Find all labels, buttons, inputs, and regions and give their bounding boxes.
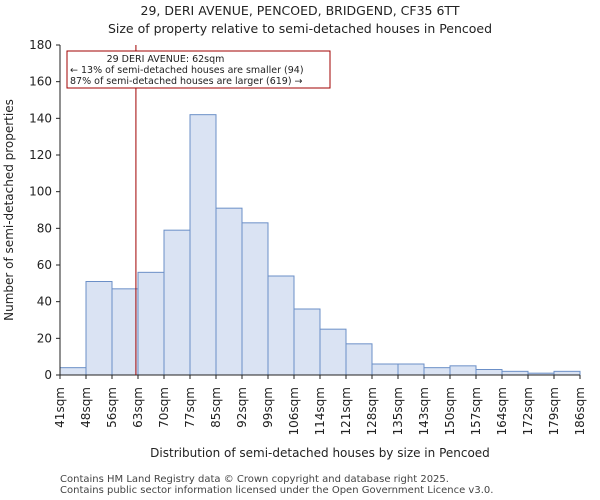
x-tick-label: 114sqm: [313, 387, 327, 435]
y-tick-label: 100: [29, 185, 52, 199]
histogram-bar: [137, 271, 165, 376]
y-tick-label: 0: [44, 368, 52, 382]
histogram-bar: [475, 369, 503, 376]
histogram-bar: [449, 365, 477, 376]
histogram-bar: [397, 363, 425, 376]
x-tick-label: 128sqm: [365, 387, 379, 435]
x-tick-label: 135sqm: [391, 387, 405, 435]
histogram-bar: [501, 370, 529, 376]
x-tick-label: 121sqm: [339, 387, 353, 435]
y-tick-label: 40: [37, 295, 52, 309]
x-tick-label: 186sqm: [573, 387, 587, 435]
x-tick-label: 157sqm: [469, 387, 483, 435]
x-tick-label: 179sqm: [547, 387, 561, 435]
y-tick-label: 80: [37, 221, 52, 235]
x-tick-label: 77sqm: [183, 387, 197, 428]
x-tick-label: 106sqm: [287, 387, 301, 435]
annotation-text: 29 DERI AVENUE: 62sqm: [107, 54, 225, 65]
annotation-text: 87% of semi-detached houses are larger (…: [70, 76, 303, 87]
histogram-bar: [85, 281, 113, 376]
y-tick-label: 60: [37, 258, 52, 272]
y-tick-label: 120: [29, 148, 52, 162]
x-tick-label: 41sqm: [53, 387, 67, 428]
histogram-bar: [371, 363, 399, 376]
histogram-bar: [59, 367, 87, 376]
histogram-bar: [163, 229, 191, 376]
x-tick-label: 70sqm: [157, 387, 171, 428]
x-tick-label: 48sqm: [79, 387, 93, 428]
histogram-bar: [423, 367, 451, 376]
annotation-text: ← 13% of semi-detached houses are smalle…: [70, 65, 304, 76]
histogram-bar: [293, 308, 321, 376]
histogram-bar: [111, 288, 139, 376]
x-tick-label: 143sqm: [417, 387, 431, 435]
histogram-bar: [215, 207, 243, 376]
x-tick-label: 164sqm: [495, 387, 509, 435]
y-tick-label: 180: [29, 38, 52, 52]
x-tick-label: 85sqm: [209, 387, 223, 428]
annotation-box: [66, 50, 331, 89]
histogram-bar: [553, 370, 581, 376]
x-tick-label: 150sqm: [443, 387, 457, 435]
x-axis-label: Distribution of semi-detached houses by …: [150, 446, 490, 460]
x-tick-label: 92sqm: [235, 387, 249, 428]
y-tick-label: 140: [29, 111, 52, 125]
histogram-bar: [319, 328, 347, 376]
footer-line-2: Contains public sector information licen…: [60, 485, 494, 496]
chart-subtitle: Size of property relative to semi-detach…: [107, 21, 493, 36]
y-tick-label: 20: [37, 331, 52, 345]
x-tick-label: 172sqm: [521, 387, 535, 435]
y-tick-label: 160: [29, 75, 52, 89]
histogram-bar: [189, 114, 217, 376]
footer-line-1: Contains HM Land Registry data © Crown c…: [60, 474, 449, 485]
x-tick-label: 63sqm: [131, 387, 145, 428]
histogram-bar: [345, 343, 373, 376]
x-tick-label: 99sqm: [261, 387, 275, 428]
x-tick-label: 56sqm: [105, 387, 119, 428]
histogram-bar: [267, 275, 295, 376]
chart-title: 29, DERI AVENUE, PENCOED, BRIDGEND, CF35…: [140, 3, 460, 18]
histogram-bar: [241, 222, 269, 376]
y-axis-label: Number of semi-detached properties: [2, 99, 16, 321]
